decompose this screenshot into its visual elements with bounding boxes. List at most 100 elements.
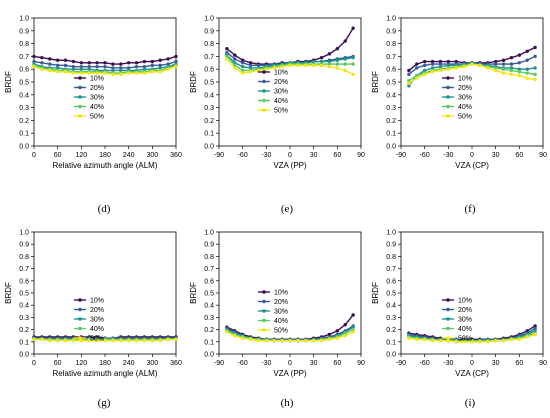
legend-entry: 30%	[274, 89, 288, 96]
legend-entry: 40%	[458, 326, 472, 333]
y-tick-label: 0.1	[386, 339, 396, 346]
data-point	[407, 336, 411, 340]
data-point	[32, 337, 36, 342]
data-point	[533, 72, 537, 77]
x-tick-label: -30	[261, 152, 271, 159]
data-point	[509, 66, 514, 70]
y-tick-label: 0.4	[386, 92, 396, 99]
data-point	[525, 335, 529, 339]
y-tick-label: 0.1	[19, 131, 29, 138]
data-point	[87, 67, 91, 71]
data-point	[304, 338, 308, 343]
data-point	[225, 330, 229, 334]
y-tick-label: 0.7	[386, 54, 396, 61]
data-point	[264, 67, 269, 71]
data-point	[63, 338, 68, 343]
data-point	[533, 329, 537, 333]
y-tick-label: 0.8	[386, 41, 396, 48]
data-point	[525, 71, 529, 75]
data-point	[430, 70, 435, 74]
data-point	[343, 62, 347, 66]
data-point	[55, 58, 60, 62]
data-point	[158, 338, 162, 343]
data-point	[478, 63, 482, 68]
legend-entry: 50%	[458, 336, 472, 343]
data-point	[119, 68, 123, 73]
y-tick-label: 0.4	[204, 303, 214, 310]
data-point	[430, 66, 435, 70]
legend-entry: 10%	[458, 298, 472, 305]
y-tick-label: 0.6	[19, 278, 29, 285]
data-point	[351, 72, 355, 77]
x-tick-label: 300	[146, 152, 158, 159]
data-point	[311, 63, 316, 68]
x-tick-label: 60	[54, 360, 62, 367]
y-tick-label: 0.4	[386, 303, 396, 310]
data-point	[87, 61, 91, 65]
y-axis-label: BRDF	[371, 282, 380, 304]
y-tick-label: 0.7	[19, 266, 29, 273]
legend-swatch-marker	[262, 108, 266, 112]
y-tick-label: 0.3	[204, 315, 214, 322]
y-tick-label: 0.6	[19, 67, 29, 74]
y-tick-label: 0.5	[19, 80, 29, 87]
legend-entry: 50%	[90, 114, 104, 121]
data-point	[248, 61, 253, 65]
data-point	[438, 59, 443, 64]
data-point	[55, 63, 60, 68]
legend-swatch-marker	[78, 76, 82, 80]
panel-label: (d)	[98, 203, 111, 215]
y-tick-label: 0.8	[19, 254, 29, 261]
legend-swatch-marker	[262, 79, 266, 84]
legend-entry: 10%	[90, 76, 104, 83]
data-point	[272, 66, 276, 70]
data-point	[296, 63, 300, 68]
data-point	[55, 66, 60, 70]
legend-swatch-marker	[446, 298, 450, 302]
y-tick-label: 0.0	[386, 144, 396, 151]
data-point	[119, 72, 123, 77]
legend-entry: 40%	[274, 98, 288, 105]
data-point	[103, 64, 107, 69]
y-tick-label: 0.5	[19, 291, 29, 298]
legend-entry: 50%	[90, 336, 104, 343]
x-tick-label: 120	[75, 360, 87, 367]
data-point	[525, 329, 529, 333]
data-point	[470, 62, 474, 66]
data-point	[517, 61, 522, 65]
legend-swatch-marker	[78, 307, 82, 312]
legend-entry: 20%	[274, 299, 288, 306]
data-point	[79, 64, 84, 69]
legend-swatch-marker	[446, 85, 450, 90]
legend-swatch-marker	[262, 290, 266, 294]
y-tick-label: 1.0	[386, 16, 396, 23]
data-point	[517, 67, 522, 71]
legend-swatch-marker	[78, 336, 82, 340]
y-tick-label: 0.4	[19, 303, 29, 310]
data-point	[446, 67, 451, 71]
data-point	[533, 66, 537, 70]
data-point	[533, 332, 537, 337]
y-tick-label: 0.9	[204, 28, 214, 35]
x-tick-label: 30	[492, 360, 500, 367]
data-point	[327, 59, 332, 64]
x-tick-label: -90	[396, 360, 406, 367]
data-point	[486, 340, 490, 344]
y-tick-label: 1.0	[386, 230, 396, 237]
data-point	[111, 338, 115, 343]
data-point	[158, 70, 162, 74]
data-point	[335, 47, 340, 51]
data-point	[126, 71, 131, 75]
data-point	[304, 63, 308, 68]
data-point	[446, 338, 451, 343]
data-point	[415, 73, 419, 78]
data-point	[111, 68, 115, 73]
data-point	[79, 71, 84, 75]
data-point	[233, 66, 237, 70]
x-tick-label: 60	[515, 152, 523, 159]
x-tick-label: -60	[238, 152, 248, 159]
y-tick-label: 0.2	[386, 118, 396, 125]
legend-swatch-marker	[262, 309, 266, 313]
data-point	[501, 67, 506, 71]
data-point	[158, 66, 162, 70]
